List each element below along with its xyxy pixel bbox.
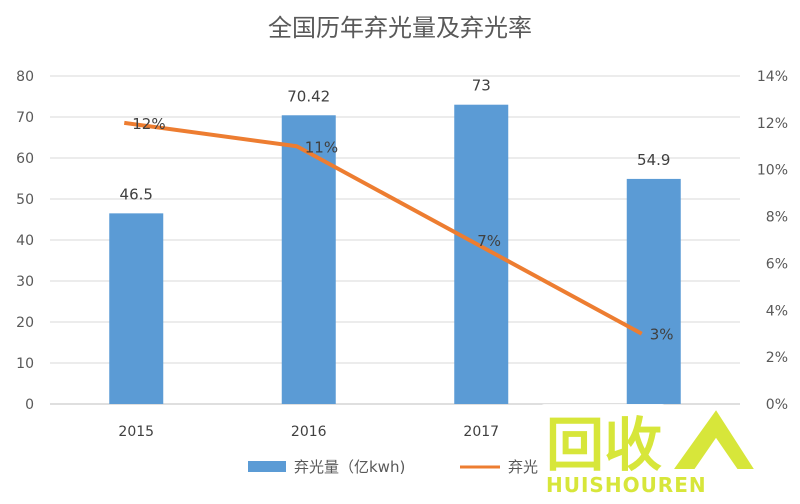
line-path [123,120,643,336]
legend: 弃光量（亿kwh) 弃光 [248,458,538,476]
line-data-labels: 12% 11% 7% 3% [132,115,673,344]
bar-data-labels: 46.5 70.42 73 54.9 [120,77,671,204]
line-data-label: 3% [650,326,674,344]
category-axis-labels: 2015 2016 2017 [118,424,499,440]
watermark-sub-backdrop [540,472,752,496]
bar [109,213,164,404]
left-tick-label: 60 [16,151,34,167]
left-tick-label: 80 [16,69,34,85]
bar-data-label: 54.9 [637,151,670,169]
bar-data-label: 46.5 [120,185,153,203]
watermark-backdrop [540,404,666,472]
right-tick-label: 12% [757,116,788,132]
right-tick-label: 6% [766,256,788,272]
line-series [123,120,643,336]
category-label: 2016 [291,424,327,440]
right-tick-label: 4% [766,303,788,319]
bar-data-label: 73 [472,77,491,95]
left-tick-label: 30 [16,274,34,290]
bar [626,178,681,404]
category-label: 2015 [118,424,154,440]
line-data-label: 12% [132,115,165,133]
right-tick-label: 14% [757,69,788,85]
bar [281,115,336,404]
legend-swatch-bar [248,461,286,472]
category-label: 2017 [463,424,499,440]
right-tick-label: 8% [766,210,788,226]
line-data-label: 7% [477,232,501,250]
bar [454,104,509,404]
legend-label-line: 弃光 [508,458,538,476]
right-tick-label: 0% [766,397,788,413]
line-data-label: 11% [305,138,338,156]
left-tick-label: 40 [16,233,34,249]
chart-title: 全国历年弃光量及弃光率 [268,14,532,42]
left-tick-label: 50 [16,192,34,208]
left-tick-label: 70 [16,110,34,126]
bar-data-label: 70.42 [287,87,330,105]
right-tick-label: 10% [757,163,788,179]
left-tick-label: 20 [16,315,34,331]
watermark-sub-text: HUISHOUREN [546,473,707,497]
left-tick-label: 0 [25,397,34,413]
left-tick-label: 10 [16,356,34,372]
legend-label-bar: 弃光量（亿kwh) [294,458,405,476]
watermark-logo: 回收 HUISHOUREN [540,404,754,497]
left-axis-ticks: 0 10 20 30 40 50 60 70 80 [16,69,34,413]
leaf-logo-icon [674,410,754,469]
watermark-main-text: 回收 [546,411,662,479]
right-axis-ticks: 0% 2% 4% 6% 8% 10% 12% 14% [757,69,788,413]
right-tick-label: 2% [766,350,788,366]
bar-series [109,104,681,404]
